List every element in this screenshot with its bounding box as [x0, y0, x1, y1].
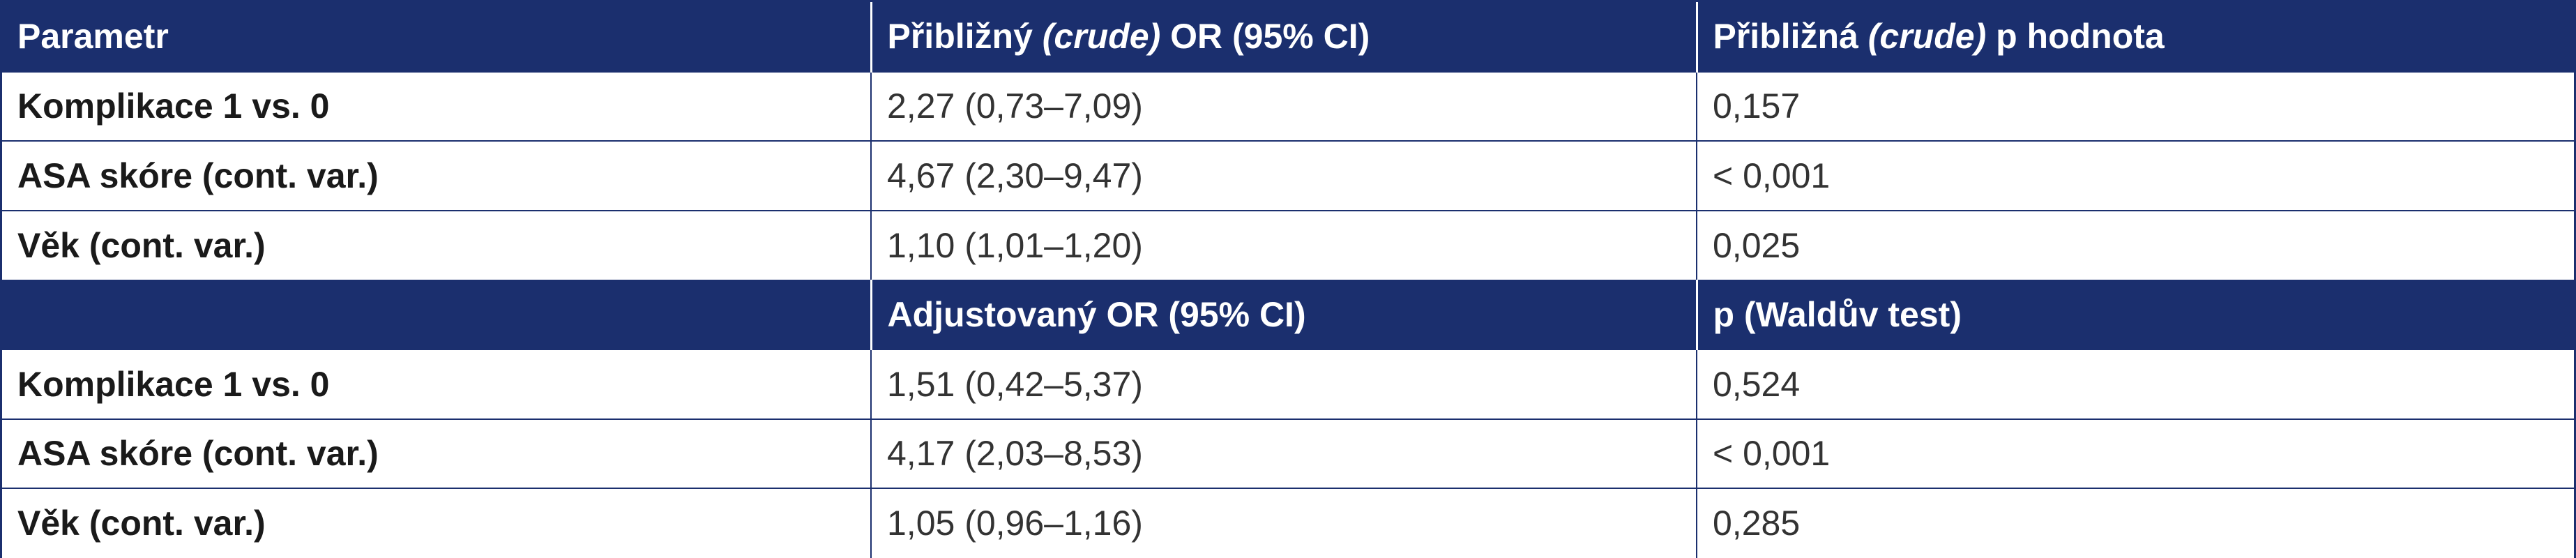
column-header-adjusted-or: Adjustovaný OR (95% CI) — [871, 280, 1698, 349]
row-parameter: Věk (cont. var.) — [2, 488, 872, 558]
crude-p-italic: (crude) — [1867, 17, 1987, 56]
row-p-value: 0,285 — [1697, 488, 2574, 558]
row-p-value: < 0,001 — [1697, 140, 2574, 211]
row-parameter: Věk (cont. var.) — [2, 209, 872, 280]
crude-or-suffix: OR (95% CI) — [1160, 17, 1370, 56]
crude-header-row: Parametr Přibližný (crude) OR (95% CI) P… — [2, 2, 2574, 72]
row-or-value: 1,51 (0,42–5,37) — [871, 348, 1697, 419]
crude-p-suffix: p hodnota — [1986, 17, 2165, 56]
column-header-parameter: Parametr — [2, 2, 872, 72]
row-p-value: 0,157 — [1697, 70, 2574, 142]
column-header-wald-p: p (Waldův test) — [1697, 280, 2574, 349]
column-header-crude-or: Přibližný (crude) OR (95% CI) — [871, 2, 1698, 72]
table-row: Komplikace 1 vs. 0 2,27 (0,73–7,09) 0,15… — [2, 70, 2574, 142]
table-row: Komplikace 1 vs. 0 1,51 (0,42–5,37) 0,52… — [2, 348, 2574, 419]
table-row: ASA skóre (cont. var.) 4,67 (2,30–9,47) … — [2, 140, 2574, 211]
row-p-value: 0,524 — [1697, 348, 2574, 419]
row-or-value: 1,05 (0,96–1,16) — [871, 488, 1697, 558]
crude-p-prefix: Přibližná — [1713, 17, 1868, 56]
table-row: Věk (cont. var.) 1,10 (1,01–1,20) 0,025 — [2, 209, 2574, 280]
column-header-blank — [2, 280, 872, 349]
row-parameter: Komplikace 1 vs. 0 — [2, 70, 872, 142]
row-p-value: < 0,001 — [1697, 418, 2574, 489]
row-or-value: 1,10 (1,01–1,20) — [871, 209, 1697, 280]
crude-or-italic: (crude) — [1042, 17, 1161, 56]
row-parameter: Komplikace 1 vs. 0 — [2, 348, 872, 419]
table-row: Věk (cont. var.) 1,05 (0,96–1,16) 0,285 — [2, 488, 2574, 558]
row-or-value: 2,27 (0,73–7,09) — [871, 70, 1697, 142]
row-p-value: 0,025 — [1697, 209, 2574, 280]
crude-or-prefix: Přibližný — [887, 17, 1043, 56]
column-header-crude-p: Přibližná (crude) p hodnota — [1697, 2, 2574, 72]
row-parameter: ASA skóre (cont. var.) — [2, 140, 872, 211]
adjusted-header-row: Adjustovaný OR (95% CI) p (Waldův test) — [2, 280, 2574, 349]
row-or-value: 4,17 (2,03–8,53) — [871, 418, 1697, 489]
table-row: ASA skóre (cont. var.) 4,17 (2,03–8,53) … — [2, 418, 2574, 489]
row-or-value: 4,67 (2,30–9,47) — [871, 140, 1697, 211]
row-parameter: ASA skóre (cont. var.) — [2, 418, 872, 489]
